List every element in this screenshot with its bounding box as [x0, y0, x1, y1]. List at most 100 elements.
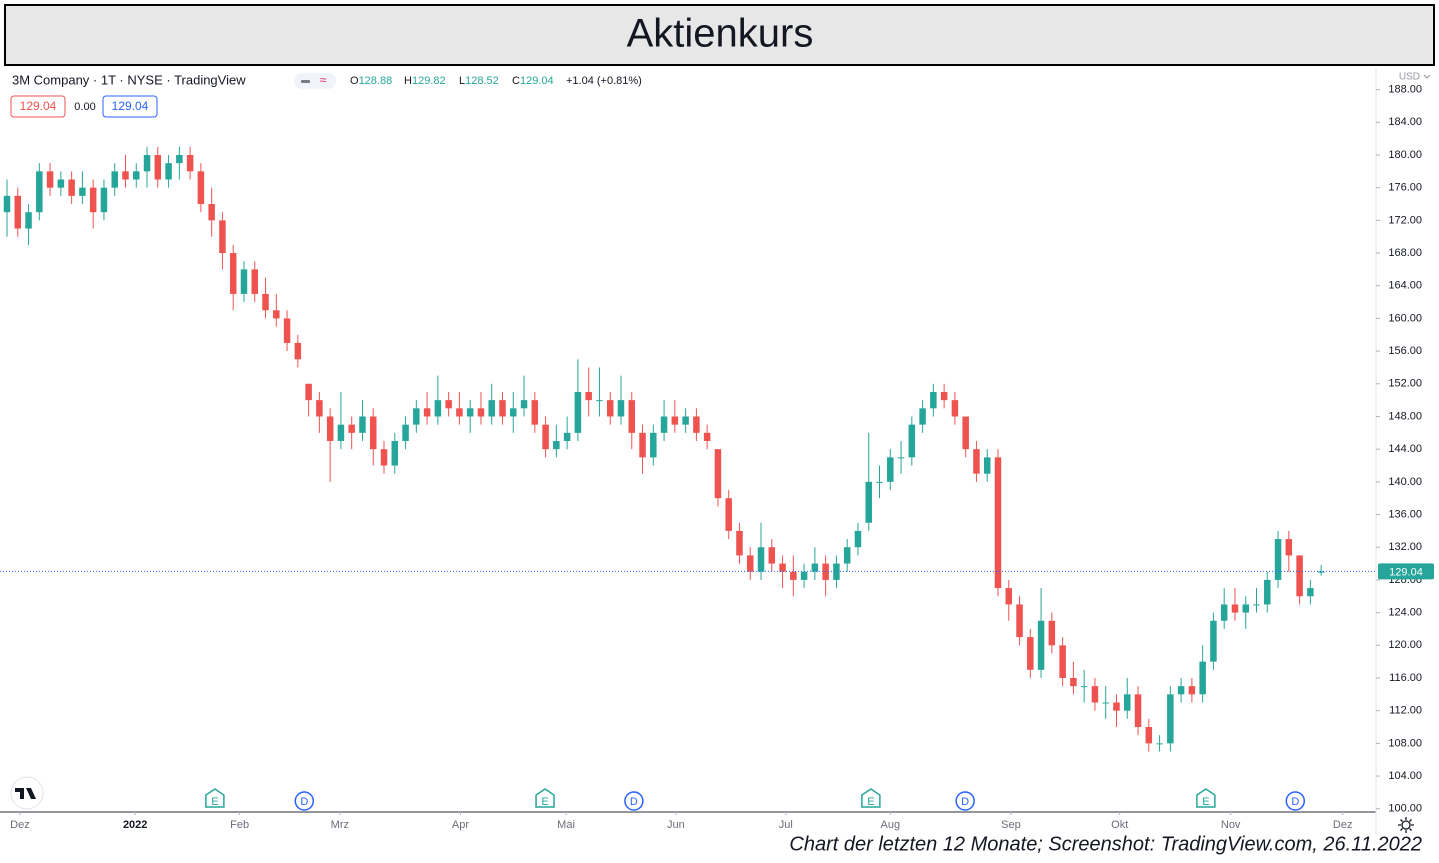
x-tick-label: Mrz	[331, 819, 349, 831]
y-tick-label: 148.00	[1388, 410, 1422, 422]
candle-body	[143, 154, 151, 172]
event-label: D	[961, 796, 969, 808]
candle-body	[122, 171, 129, 180]
settings-icon[interactable]	[1398, 817, 1414, 833]
tv-logo[interactable]	[10, 776, 44, 810]
candle-body	[186, 154, 194, 172]
candle-body	[617, 400, 625, 417]
event-label: D	[300, 796, 308, 808]
caption: Chart der letzten 12 Monate; Screenshot:…	[789, 833, 1422, 855]
event-marker[interactable]: E	[535, 788, 555, 808]
candle-body	[1242, 604, 1249, 613]
event-marker[interactable]: D	[955, 791, 975, 811]
y-tick-label: 132.00	[1388, 541, 1422, 553]
header-box-text: 129.04	[20, 99, 57, 113]
pill-icon	[301, 80, 310, 83]
y-tick-label: 156.00	[1388, 345, 1422, 357]
candle-body	[951, 400, 959, 417]
candle-body	[477, 408, 485, 417]
ohlc-label: O	[350, 75, 359, 87]
candle-body	[843, 547, 851, 564]
candle-body	[1264, 579, 1271, 605]
candle-body	[466, 408, 474, 417]
candle-body	[887, 457, 894, 482]
candle-body	[57, 179, 65, 188]
y-tick-label: 184.00	[1388, 116, 1422, 128]
candle-body	[768, 547, 776, 564]
currency[interactable]: USD	[1399, 72, 1420, 83]
event-marker[interactable]: D	[294, 791, 315, 811]
candle-body	[305, 383, 312, 401]
event-marker[interactable]: E	[205, 788, 225, 808]
candle-body	[1124, 694, 1131, 711]
event-label: E	[867, 796, 874, 808]
chart-title: Aktienkurs	[627, 12, 814, 56]
ohlc-item: L128.52	[459, 75, 499, 87]
candle-body	[273, 310, 280, 319]
candle-body	[1037, 620, 1045, 670]
event-shape	[1285, 791, 1306, 811]
event-marker[interactable]: E	[1196, 788, 1216, 808]
header-box-text: 129.04	[112, 99, 149, 113]
event-marker[interactable]: D	[624, 791, 644, 811]
y-tick-label: 164.00	[1388, 280, 1422, 292]
event-marker[interactable]: E	[861, 788, 881, 808]
candle-body	[1199, 661, 1206, 695]
candle-body	[46, 171, 54, 188]
event-label: D	[630, 796, 638, 808]
y-tick-label: 172.00	[1388, 214, 1422, 226]
candle-body	[876, 481, 883, 483]
y-tick-label: 152.00	[1388, 378, 1422, 390]
candle-body	[380, 449, 388, 466]
x-tick-label: Sep	[1001, 819, 1021, 831]
candle-body	[1188, 686, 1196, 695]
candle-body	[714, 449, 722, 499]
price-label-bg	[1378, 563, 1434, 580]
candle-body	[1274, 539, 1282, 580]
candle-body	[930, 391, 937, 409]
candle-body	[1177, 686, 1185, 695]
candle-body	[456, 408, 463, 417]
candle-body	[197, 171, 205, 205]
x-tick-label: 2022	[123, 819, 147, 831]
candle-body	[811, 563, 819, 572]
header-box	[10, 95, 66, 118]
candle-body	[1091, 686, 1099, 703]
event-shape	[955, 791, 975, 811]
candle-body	[445, 400, 452, 409]
y-tick-label: 124.00	[1388, 607, 1422, 619]
candle-body	[413, 408, 420, 425]
indicator-pill[interactable]	[294, 73, 336, 89]
candle-body	[531, 400, 539, 425]
candle-body	[100, 187, 108, 213]
candle-body	[962, 416, 969, 450]
candle-body	[1231, 604, 1239, 613]
y-tick-label: 180.00	[1388, 149, 1422, 161]
candle-body	[229, 253, 237, 294]
candle-body	[1016, 604, 1023, 638]
event-marker[interactable]: D	[1285, 791, 1306, 811]
candle-body	[1317, 571, 1325, 573]
y-tick-label: 176.00	[1388, 182, 1422, 194]
candle-body	[703, 432, 711, 441]
candle-body	[25, 212, 32, 229]
candle-body	[919, 408, 926, 425]
event-shape	[1196, 788, 1216, 808]
event-shape	[535, 788, 555, 808]
change: +1.04 (+0.81%)	[566, 75, 642, 87]
candle-body	[779, 563, 786, 572]
y-tick-label: 108.00	[1388, 737, 1422, 749]
x-tick-label: Mai	[557, 819, 575, 831]
candle-body	[1027, 637, 1034, 670]
header-box	[102, 95, 158, 118]
candle-body	[1285, 539, 1293, 556]
candle-body	[348, 424, 355, 433]
candle-body	[240, 269, 248, 294]
candle-body	[283, 318, 291, 343]
candle-body	[1080, 686, 1088, 688]
x-tick-label: Apr	[452, 819, 469, 831]
y-tick-label: 136.00	[1388, 508, 1422, 520]
y-tick-label: 112.00	[1389, 705, 1422, 717]
event-shape	[624, 791, 644, 811]
